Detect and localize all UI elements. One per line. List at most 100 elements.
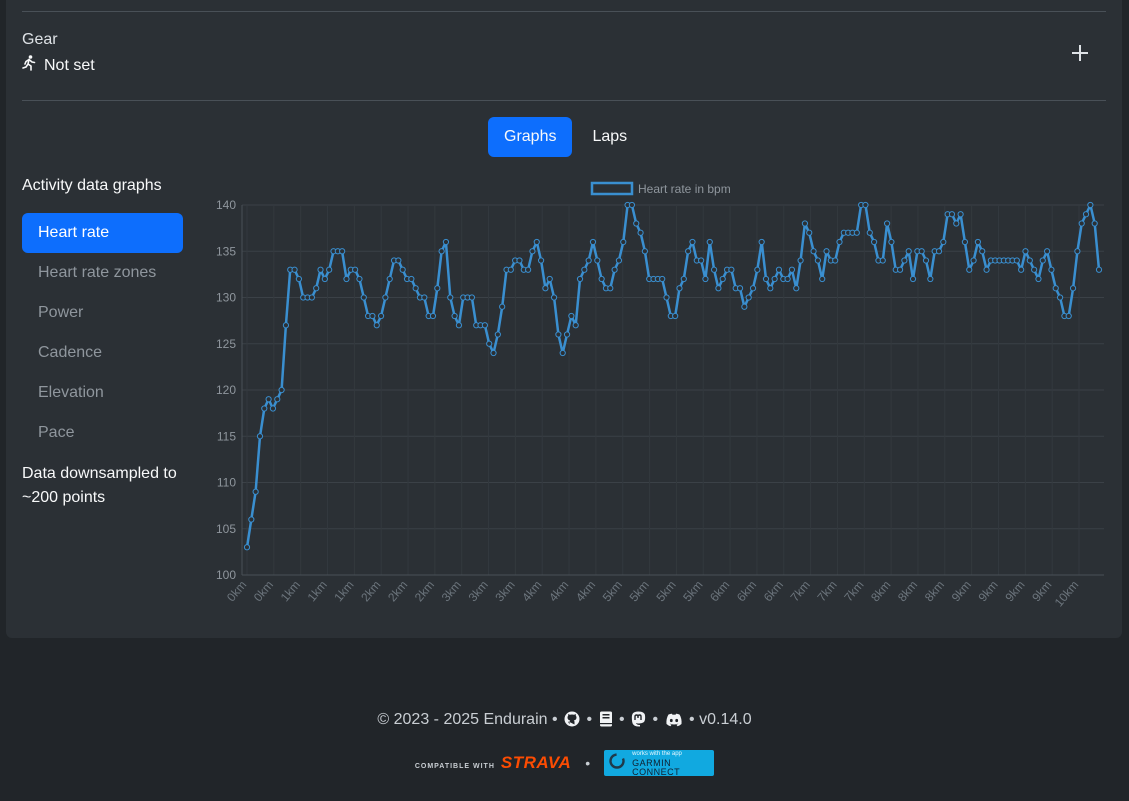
x-tick-label: 6km	[734, 578, 759, 604]
heart-rate-point	[1095, 266, 1103, 273]
heart-rate-point	[611, 266, 618, 273]
gear-value-text: Not set	[44, 56, 95, 74]
book-icon[interactable]	[599, 711, 613, 732]
strava-badge[interactable]: COMPATIBLE WITH STRAVA	[415, 753, 571, 773]
heart-rate-point	[702, 275, 709, 283]
heart-rate-point	[447, 294, 454, 301]
heart-rate-point	[313, 285, 320, 292]
sidebar-item-pace[interactable]: Pace	[38, 424, 75, 441]
garmin-small-text: works with the app	[632, 750, 682, 757]
heart-rate-point	[698, 257, 705, 264]
heart-rate-point	[572, 322, 579, 329]
x-tick-label: 0km	[251, 578, 276, 604]
heart-rate-point	[1022, 248, 1029, 255]
heart-rate-point	[563, 331, 571, 338]
heart-rate-point	[983, 266, 990, 273]
heart-rate-point	[352, 266, 359, 273]
heart-rate-point	[767, 285, 774, 292]
x-tick-label: 4km	[546, 578, 571, 604]
heart-rate-point	[295, 275, 302, 283]
heart-rate-point	[550, 294, 558, 301]
divider	[22, 100, 1106, 101]
graphs-sidebar-title: Activity data graphs	[22, 177, 162, 194]
heart-rate-point	[434, 285, 441, 292]
sidebar-item-power[interactable]: Power	[38, 304, 84, 321]
heart-rate-point	[961, 238, 969, 246]
x-tick-label: 7km	[788, 578, 813, 604]
heart-rate-point	[615, 257, 623, 264]
x-tick-label: 6km	[761, 578, 786, 604]
heart-rate-point	[1056, 294, 1064, 301]
heart-rate-point	[883, 220, 891, 227]
heart-rate-point	[468, 294, 475, 301]
heart-rate-point	[758, 238, 765, 246]
heart-rate-point	[256, 433, 264, 440]
heart-rate-point	[308, 294, 315, 301]
heart-rate-point	[685, 248, 692, 255]
heart-rate-point	[966, 266, 973, 273]
heart-rate-point	[940, 238, 947, 246]
footer-separator: •	[585, 755, 591, 771]
sidebar-item-heart-rate[interactable]: Heart rate	[22, 213, 183, 253]
mastodon-icon[interactable]	[631, 711, 646, 732]
heart-rate-point	[291, 266, 298, 273]
heart-rate-point	[784, 275, 791, 283]
footer-separator: •	[551, 711, 558, 728]
heart-rate-point	[607, 285, 614, 292]
footer-separator: •	[586, 711, 593, 728]
x-tick-label: 7km	[814, 578, 839, 604]
add-gear-button[interactable]	[1066, 40, 1094, 70]
heart-rate-point	[486, 340, 493, 347]
heart-rate-point	[451, 312, 458, 320]
gear-value: Not set	[22, 55, 95, 76]
y-tick-label: 135	[216, 244, 236, 258]
heart-rate-point	[525, 266, 532, 273]
heart-rate-point	[438, 248, 445, 255]
divider	[22, 11, 1106, 12]
strava-compat-text: COMPATIBLE WITH	[414, 763, 495, 770]
github-icon[interactable]	[564, 711, 580, 732]
heart-rate-point	[269, 405, 277, 412]
heart-rate-point	[801, 220, 809, 227]
x-tick-label: 9km	[949, 578, 974, 604]
heart-rate-point	[641, 248, 648, 255]
heart-rate-point	[546, 275, 553, 283]
y-tick-label: 130	[216, 291, 236, 305]
heart-rate-point	[814, 257, 821, 264]
tab-laps[interactable]: Laps	[592, 128, 628, 145]
x-tick-label: 5km	[680, 578, 705, 604]
heart-rate-point	[555, 331, 562, 338]
x-tick-label: 2km	[358, 578, 383, 604]
heart-rate-point	[1087, 201, 1094, 209]
y-tick-label: 100	[216, 568, 236, 582]
discord-icon[interactable]	[665, 713, 683, 732]
heart-rate-point	[537, 257, 545, 264]
heart-rate-point	[728, 266, 735, 273]
heart-rate-point	[771, 275, 778, 283]
sidebar-item-cadence[interactable]: Cadence	[38, 344, 103, 361]
legend-label: Heart rate in bpm	[638, 182, 731, 196]
heart-rate-point	[836, 238, 843, 246]
heart-rate-point	[689, 238, 696, 246]
view-tabs: Graphs Laps	[488, 117, 643, 157]
heart-rate-point	[274, 396, 281, 403]
sidebar-item-heart-rate-zones[interactable]: Heart rate zones	[38, 264, 157, 281]
sidebar-item-elevation[interactable]: Elevation	[38, 384, 104, 401]
heart-rate-point	[356, 275, 363, 283]
graphs-sidebar: Heart rate Heart rate zones Power Cadenc…	[22, 213, 183, 453]
garmin-badge[interactable]: works with the app GARMIN CONNECT	[604, 750, 715, 776]
heart-rate-point	[797, 257, 804, 264]
heart-rate-point	[719, 275, 726, 283]
heart-rate-point	[935, 248, 943, 255]
x-tick-label: 5km	[653, 578, 678, 604]
tab-graphs[interactable]: Graphs	[488, 117, 573, 157]
heart-rate-point	[1065, 312, 1072, 320]
heart-rate-point	[490, 349, 497, 357]
heart-rate-point	[568, 312, 575, 320]
heart-rate-point	[948, 211, 956, 218]
x-tick-label: 1km	[331, 578, 356, 604]
heart-rate-point	[775, 266, 783, 273]
heart-rate-point	[979, 248, 986, 255]
heart-rate-point	[377, 312, 385, 320]
heart-rate-point	[1091, 220, 1098, 227]
